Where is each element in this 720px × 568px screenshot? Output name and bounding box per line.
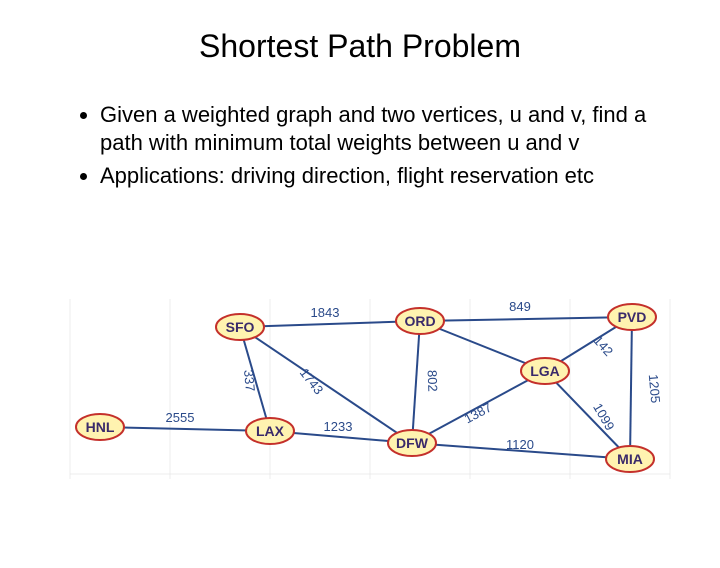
edge-weight: 1099 xyxy=(590,400,617,433)
bullet-list: Given a weighted graph and two vertices,… xyxy=(60,101,670,190)
graph-node-label: MIA xyxy=(617,451,643,467)
graph-container: 1843849142120580233717431387109925551233… xyxy=(70,304,670,484)
graph-node-label: DFW xyxy=(396,435,429,451)
edge-weight: 142 xyxy=(591,333,617,359)
edge-weight: 1233 xyxy=(324,419,353,434)
edge-weight: 2555 xyxy=(166,410,195,425)
graph-edge xyxy=(630,317,632,459)
edge-weight: 1387 xyxy=(462,400,495,427)
edge-weight: 337 xyxy=(241,369,258,392)
graph-node-label: ORD xyxy=(404,313,435,329)
edge-weight: 1205 xyxy=(646,374,663,404)
edge-weight: 1743 xyxy=(297,365,327,397)
graph-node-label: PVD xyxy=(618,309,647,325)
graph-edge xyxy=(100,427,270,431)
page-title: Shortest Path Problem xyxy=(0,28,720,65)
bullet-item: Given a weighted graph and two vertices,… xyxy=(100,101,670,156)
graph-node-label: HNL xyxy=(86,419,115,435)
graph-node-label: LAX xyxy=(256,423,285,439)
edge-weight: 1843 xyxy=(311,305,340,320)
graph-edge xyxy=(420,317,632,321)
edge-weight: 1120 xyxy=(506,437,534,452)
graph-node-label: SFO xyxy=(226,319,255,335)
edge-weight: 849 xyxy=(509,299,531,314)
graph-edge xyxy=(545,371,630,459)
graph-edge xyxy=(412,321,420,443)
graph-node-label: LGA xyxy=(530,363,560,379)
bullet-item: Applications: driving direction, flight … xyxy=(100,162,670,190)
network-graph: 1843849142120580233717431387109925551233… xyxy=(70,304,670,484)
edge-weight: 802 xyxy=(425,370,441,392)
graph-edge xyxy=(240,321,420,327)
